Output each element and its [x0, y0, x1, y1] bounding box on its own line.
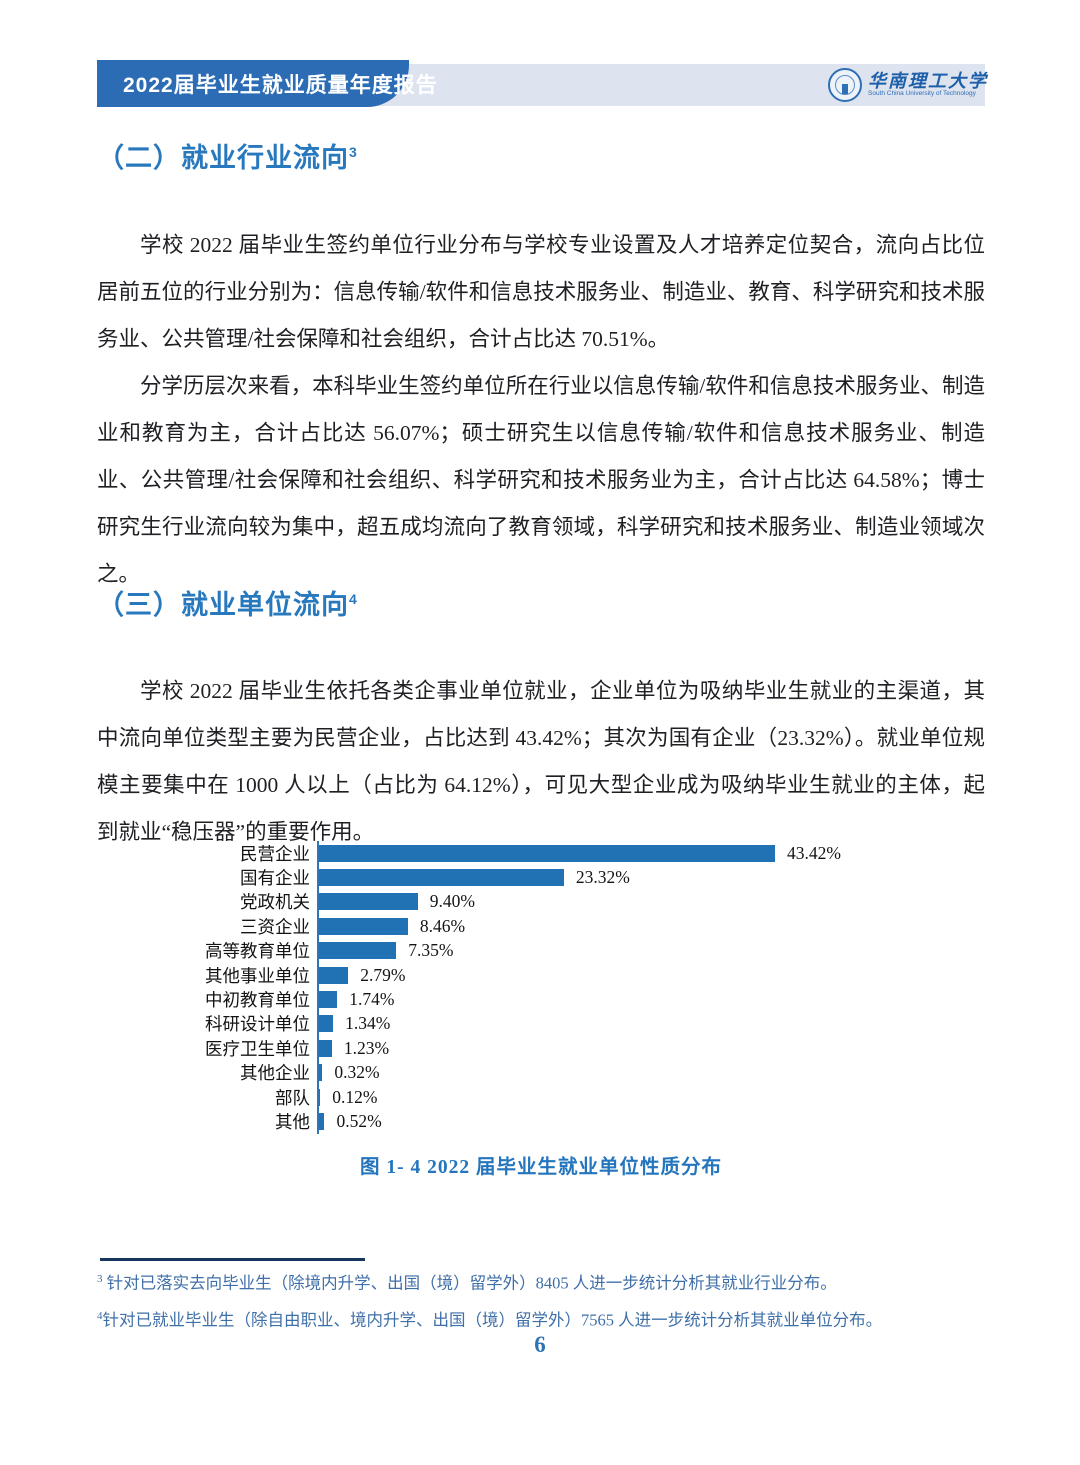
chart-track: 8.46% — [317, 914, 985, 939]
footnote-divider — [100, 1258, 365, 1261]
footnote-3: 3 针对已落实去向毕业生（除境内升学、出国（境）留学外）8405 人进一步统计分… — [97, 1272, 985, 1294]
chart-row: 党政机关 9.40% — [97, 889, 985, 915]
chart-value-label: 1.34% — [345, 1013, 391, 1034]
chart-value-label: 8.46% — [419, 915, 466, 936]
chart-category-label: 三资企业 — [240, 916, 310, 937]
chart-bar — [319, 893, 418, 911]
chart-value-label: 1.74% — [349, 989, 395, 1010]
chart-bar — [319, 1112, 325, 1130]
section-heading-unit-text: （三）就业单位流向 — [97, 590, 349, 620]
chart-row: 科研设计单位 1.34% — [97, 1011, 985, 1037]
section-heading-industry: （二）就业行业流向3 — [97, 136, 985, 175]
chart-value-label: 1.23% — [343, 1037, 390, 1058]
chart-value-label: 9.40% — [429, 891, 475, 912]
chart-track: 1.23% — [317, 1036, 985, 1061]
chart-category-label: 党政机关 — [240, 892, 310, 913]
chart-track: 0.32% — [317, 1060, 985, 1085]
university-seal-icon — [828, 68, 862, 102]
chart-category-label: 民营企业 — [240, 843, 310, 864]
university-name-cn: 华南理工大学 — [868, 71, 988, 92]
chart-category-label: 国有企业 — [240, 868, 310, 889]
footnote-3-sup: 3 — [97, 1273, 103, 1285]
paragraph-industry-2: 分学历层次来看，本科毕业生签约单位所在行业以信息传输/软件和信息技术服务业、制造… — [97, 373, 985, 586]
chart-track: 0.12% — [317, 1084, 985, 1110]
chart-track: 1.34% — [317, 1011, 985, 1037]
chart-bar — [319, 1088, 321, 1106]
chart-category-label: 其他 — [275, 1112, 310, 1132]
chart-bar — [319, 942, 397, 960]
chart-bar — [319, 869, 564, 887]
chart-row: 其他事业单位 2.79% — [97, 962, 985, 988]
section-heading-unit: （三）就业单位流向4 — [97, 583, 985, 622]
chart-category-label: 中初教育单位 — [205, 990, 310, 1011]
chart-row: 三资企业 8.46% — [97, 914, 985, 939]
chart-category-label: 其他企业 — [240, 1063, 310, 1084]
chart-row: 高等教育单位 7.35% — [97, 938, 985, 963]
chart-bar — [319, 844, 775, 862]
footnote-4: 4针对已就业毕业生（除自由职业、境内升学、出国（境）留学外）7565 人进一步统… — [97, 1309, 985, 1331]
header-banner: 2022届毕业生就业质量年度报告 — [97, 60, 437, 107]
figure-caption: 图 1- 4 2022 届毕业生就业单位性质分布 — [360, 1157, 722, 1178]
chart-value-label: 2.79% — [360, 964, 406, 985]
chart-track: 2.79% — [317, 962, 985, 988]
chart-bar — [319, 1064, 323, 1082]
footnote-4-sup: 4 — [97, 1310, 103, 1322]
report-title: 2022届毕业生就业质量年度报告 — [123, 73, 438, 97]
footnote-3-text: 针对已落实去向毕业生（除境内升学、出国（境）留学外）8405 人进一步统计分析其… — [102, 1273, 837, 1293]
chart-bar — [319, 966, 349, 984]
chart-category-label: 科研设计单位 — [205, 1014, 310, 1035]
footnote-ref-3: 3 — [349, 144, 358, 160]
chart-row: 国有企业 23.32% — [97, 865, 985, 890]
footnote-4-text: 针对已就业毕业生（除自由职业、境内升学、出国（境）留学外）7565 人进一步统计… — [102, 1310, 883, 1330]
university-name-en: South China University of Technology — [868, 90, 976, 98]
chart-category-label: 其他事业单位 — [205, 965, 310, 986]
chart-category-label: 部队 — [275, 1087, 310, 1108]
chart-bar — [319, 991, 338, 1009]
chart-track: 7.35% — [317, 938, 985, 963]
chart-bar — [319, 1039, 332, 1057]
university-logo: 华南理工大学 South China University of Technol… — [828, 64, 986, 106]
chart-row: 中初教育单位 1.74% — [97, 987, 985, 1012]
chart-category-label: 高等教育单位 — [205, 941, 310, 962]
chart-row: 其他企业 0.32% — [97, 1060, 985, 1085]
chart-value-label: 0.32% — [334, 1062, 380, 1083]
chart-value-label: 7.35% — [408, 940, 454, 961]
chart-value-label: 0.52% — [336, 1110, 382, 1131]
chart-row: 部队 0.12% — [97, 1084, 985, 1110]
chart-track: 0.52% — [317, 1109, 985, 1134]
chart-track: 23.32% — [317, 865, 985, 890]
chart-value-label: 23.32% — [575, 867, 630, 888]
chart-value-label: 43.42% — [787, 842, 841, 863]
chart-bar — [319, 1015, 334, 1033]
bar-chart: 民营企业 43.42% 国有企业 23.32% 党政机关 9.40% 三资企业 8.46% 高等… — [97, 841, 985, 1134]
paragraph-unit-1: 学校 2022 届毕业生依托各类企事业单位就业，企业单位为吸纳毕业生就业的主渠道… — [97, 678, 985, 844]
chart-track: 9.40% — [317, 889, 985, 915]
chart-bar — [319, 917, 408, 935]
chart-track: 43.42% — [317, 841, 985, 866]
chart-row: 民营企业 43.42% — [97, 841, 985, 866]
chart-value-label: 0.12% — [332, 1086, 378, 1107]
footnote-ref-4: 4 — [349, 591, 358, 607]
chart-row: 医疗卫生单位 1.23% — [97, 1036, 985, 1061]
section-heading-industry-text: （二）就业行业流向 — [97, 143, 349, 173]
chart-category-label: 医疗卫生单位 — [205, 1038, 310, 1059]
paragraph-industry-1: 学校 2022 届毕业生签约单位行业分布与学校专业设置及人才培养定位契合，流向占… — [97, 232, 985, 351]
page-number: 6 — [534, 1332, 546, 1357]
chart-track: 1.74% — [317, 987, 985, 1012]
chart-row: 其他 0.52% — [97, 1109, 985, 1134]
